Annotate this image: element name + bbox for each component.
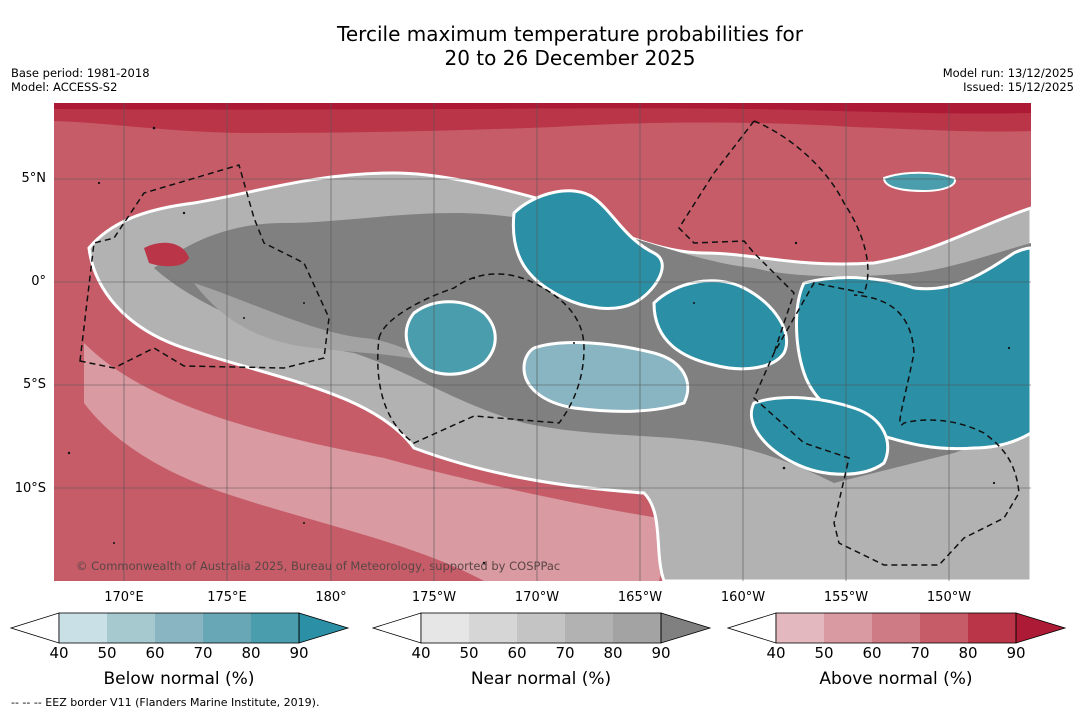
colorbar-above-normal-seg-70 xyxy=(920,613,968,643)
below-normal-region-f xyxy=(522,341,690,413)
colorbar-above-tick-70: 70 xyxy=(910,644,930,662)
above-normal-north-band xyxy=(54,103,1031,133)
colorbar-below-tick-90: 90 xyxy=(289,644,309,662)
colorbar-above-normal-swatches xyxy=(726,612,1067,644)
colorbar-above-normal-outline xyxy=(775,612,1017,644)
colorbar-below-normal-min-swatch xyxy=(9,612,60,644)
colorbar-below-normal-seg-70 xyxy=(203,613,251,643)
colorbar-above-normal xyxy=(726,612,1067,644)
lon-label-180: 180° xyxy=(315,590,347,605)
lon-label-155w: 155°W xyxy=(823,590,869,605)
colorbar-near-normal-seg-40 xyxy=(421,613,469,643)
colorbar-below-normal-seg-80 xyxy=(251,613,299,643)
colorbar-below-normal-max-swatch xyxy=(298,612,350,644)
colorbar-below-normal xyxy=(9,612,350,644)
colorbar-near-tick-70: 70 xyxy=(555,644,575,662)
map-title-line1: Tercile maximum temperature probabilitie… xyxy=(337,22,803,46)
colorbar-near-tick-90: 90 xyxy=(651,644,671,662)
lon-label-150w: 150°W xyxy=(926,590,972,605)
lon-label-175e: 175°E xyxy=(207,590,247,605)
colorbar-near-normal-seg-60 xyxy=(517,613,565,643)
lat-label-5n: 5°N xyxy=(21,171,47,186)
probability-map xyxy=(54,103,1031,581)
lon-label-170w: 170°W xyxy=(514,590,560,605)
map-gridlines xyxy=(54,103,1031,581)
below-normal-region-a xyxy=(511,189,664,310)
eez-border-footnote: -- -- -- EEZ border V11 (Flanders Marine… xyxy=(11,696,320,709)
colorbar-near-normal-swatches xyxy=(371,612,712,644)
colorbar-above-tick-50: 50 xyxy=(814,644,834,662)
colorbar-above-normal-min-swatch xyxy=(726,612,777,644)
colorbar-below-tick-80: 80 xyxy=(241,644,261,662)
map-title-line2: 20 to 26 December 2025 xyxy=(444,46,696,70)
colorbar-below-normal-seg-50 xyxy=(107,613,155,643)
issued-date: Issued: 15/12/2025 xyxy=(963,80,1074,94)
colorbar-near-normal-outline xyxy=(420,612,662,644)
colorbar-above-tick-60: 60 xyxy=(862,644,882,662)
colorbar-below-tick-60: 60 xyxy=(145,644,165,662)
model-run: Model run: 13/12/2025 xyxy=(942,66,1074,80)
above-normal-north-strong xyxy=(54,103,1031,114)
above-normal-island-spot xyxy=(144,242,189,267)
colorbar-near-tick-40: 40 xyxy=(411,644,431,662)
colorbar-above-normal-seg-80 xyxy=(968,613,1016,643)
lat-label-5s: 5°S xyxy=(22,377,46,392)
above-normal-light-band xyxy=(84,343,694,581)
lon-label-160w: 160°W xyxy=(720,590,766,605)
lat-label-0: 0° xyxy=(31,274,46,289)
below-normal-region-d xyxy=(749,396,890,476)
lat-label-10s: 10°S xyxy=(14,481,46,496)
colorbar-near-normal xyxy=(371,612,712,644)
colorbar-near-normal-min-swatch xyxy=(371,612,422,644)
colorbar-above-normal-seg-50 xyxy=(824,613,872,643)
colorbar-near-normal-seg-70 xyxy=(565,613,613,643)
colorbar-near-normal-max-swatch xyxy=(660,612,712,644)
model-name: Model: ACCESS-S2 xyxy=(11,80,118,94)
colorbar-near-tick-50: 50 xyxy=(459,644,479,662)
colorbar-above-tick-40: 40 xyxy=(766,644,786,662)
base-period: Base period: 1981-2018 xyxy=(11,66,150,80)
colorbar-above-tick-80: 80 xyxy=(958,644,978,662)
colorbar-below-tick-40: 40 xyxy=(49,644,69,662)
colorbar-above-normal-label: Above normal (%) xyxy=(819,669,973,689)
lon-label-175w: 175°W xyxy=(411,590,457,605)
lon-label-165w: 165°W xyxy=(617,590,663,605)
colorbar-below-normal-swatches xyxy=(9,612,350,644)
colorbar-near-tick-80: 80 xyxy=(603,644,623,662)
colorbar-below-tick-70: 70 xyxy=(193,644,213,662)
below-normal-region-e xyxy=(404,300,497,376)
below-normal-region-b xyxy=(652,279,789,371)
colorbar-below-normal-outline xyxy=(58,612,300,644)
colorbar-above-normal-seg-40 xyxy=(776,613,824,643)
colorbar-above-normal-seg-60 xyxy=(872,613,920,643)
colorbar-below-normal-seg-60 xyxy=(155,613,203,643)
eez-borders xyxy=(79,120,1020,566)
lon-label-170e: 170°E xyxy=(104,590,144,605)
copyright-notice: © Commonwealth of Australia 2025, Bureau… xyxy=(76,559,561,573)
colorbar-near-normal-seg-80 xyxy=(613,613,661,643)
island-marks xyxy=(67,126,1011,565)
above-normal-southwest xyxy=(54,283,724,581)
colorbar-near-normal-seg-50 xyxy=(469,613,517,643)
colorbar-near-normal-label: Near normal (%) xyxy=(470,669,612,689)
colorbar-below-normal-label: Below normal (%) xyxy=(103,669,255,689)
below-normal-region-g xyxy=(882,171,956,193)
colorbar-above-normal-max-swatch xyxy=(1015,612,1067,644)
colorbar-below-normal-seg-40 xyxy=(59,613,107,643)
colorbar-near-tick-60: 60 xyxy=(507,644,527,662)
near-normal-inner xyxy=(194,283,434,363)
colorbar-above-tick-90: 90 xyxy=(1006,644,1026,662)
map-canvas xyxy=(54,103,1031,581)
colorbar-below-tick-50: 50 xyxy=(97,644,117,662)
